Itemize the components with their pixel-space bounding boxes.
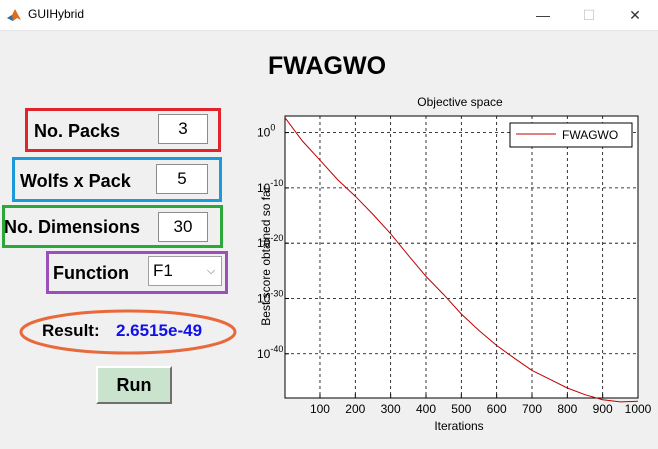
function-select-value: F1 — [153, 261, 173, 280]
x-tick-label: 300 — [381, 402, 401, 416]
result-value: 2.6515e-49 — [116, 321, 203, 340]
packs-label: No. Packs — [34, 121, 121, 141]
y-tick-label: 10-40 — [257, 344, 283, 361]
wolfs-label: Wolfs x Pack — [20, 171, 131, 191]
plot-area — [284, 115, 639, 399]
minimize-button[interactable]: — — [536, 7, 550, 23]
result-ellipse — [19, 309, 237, 355]
x-tick-label: 800 — [557, 402, 577, 416]
window-titlebar: GUIHybrid — ☐ ✕ — [0, 0, 658, 31]
dimensions-label: No. Dimensions — [4, 217, 141, 237]
legend: FWAGWO — [509, 122, 633, 148]
packs-frame — [25, 108, 221, 152]
y-tick-label: 100 — [257, 123, 275, 140]
series-line-fwagwo — [284, 117, 639, 403]
result-label: Result: — [42, 321, 100, 340]
close-button[interactable]: ✕ — [629, 7, 641, 23]
wolfs-input[interactable] — [156, 164, 208, 194]
function-select[interactable]: F1 ⌵ — [148, 256, 222, 286]
x-tick-label: 500 — [451, 402, 471, 416]
legend-label: FWAGWO — [562, 128, 618, 142]
x-axis-label: Iterations — [434, 419, 483, 433]
x-tick-label: 100 — [310, 402, 330, 416]
x-tick-label: 400 — [416, 402, 436, 416]
page-title: FWAGWO — [267, 52, 387, 80]
matlab-icon — [7, 9, 21, 21]
function-frame — [46, 251, 228, 294]
function-label: Function — [53, 263, 129, 283]
y-axis-ticks: 100 10-10 10-20 10-30 10-40 — [257, 123, 289, 361]
y-tick-label: 10-20 — [257, 233, 283, 250]
x-tick-label: 700 — [522, 402, 542, 416]
y-tick-label: 10-10 — [257, 178, 283, 195]
chart-title: Objective space — [417, 95, 503, 109]
y-axis-label: Best score obtained so far — [259, 186, 273, 325]
maximize-button[interactable]: ☐ — [582, 7, 596, 23]
chevron-down-icon[interactable]: ⌵ — [206, 265, 216, 277]
x-tick-label: 200 — [345, 402, 365, 416]
grid-lines — [285, 116, 638, 398]
x-axis-ticks: 100 200 300 400 500 600 700 800 900 1000 — [310, 394, 652, 416]
run-button[interactable]: Run — [96, 366, 172, 404]
window-title: GUIHybrid — [28, 7, 85, 21]
dimensions-frame — [2, 205, 223, 248]
x-tick-label: 600 — [487, 402, 507, 416]
x-tick-label: 1000 — [625, 402, 652, 416]
legend-box — [509, 122, 633, 148]
packs-input[interactable] — [158, 114, 208, 144]
x-tick-label: 900 — [593, 402, 613, 416]
wolfs-frame — [12, 157, 222, 202]
y-tick-label: 10-30 — [257, 288, 283, 305]
dimensions-input[interactable] — [158, 212, 208, 242]
